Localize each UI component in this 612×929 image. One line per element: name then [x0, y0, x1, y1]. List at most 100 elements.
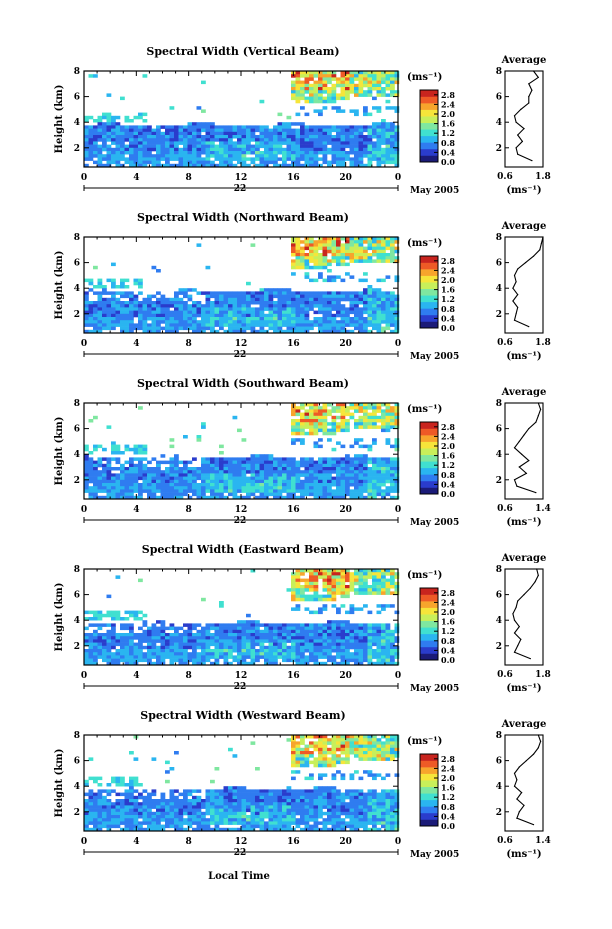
y-tick-label: 6	[74, 757, 80, 767]
average-panel: Average 2 4 6 8 0.6 1.4 (ms⁻¹)	[496, 387, 551, 528]
y-axis-label: Height (km)	[54, 417, 65, 486]
x-tick-label: 12	[235, 339, 248, 349]
colorbar-tick-label: 0.0	[441, 821, 455, 831]
colorbar-unit: (ms⁻¹)	[407, 736, 442, 747]
average-point	[532, 753, 535, 755]
average-point	[524, 262, 527, 264]
panel-4: Spectral Width (Eastward Beam)0 4 8 12 16 20 0…	[54, 543, 551, 694]
colorbar-swatch	[420, 780, 438, 788]
colorbar-tick-label: 1.6	[441, 783, 455, 793]
average-point	[513, 479, 516, 481]
colorbar-tick-label: 0.4	[441, 811, 455, 821]
average-frame	[504, 70, 544, 168]
y-tick-label: 2	[74, 642, 80, 652]
average-point	[540, 740, 542, 743]
average-point	[535, 421, 537, 423]
colorbar-swatch	[420, 487, 438, 495]
x-tick-label: 20	[339, 837, 352, 847]
colorbar-swatch	[420, 467, 438, 475]
date-label: May 2005	[410, 186, 459, 196]
colorbar-swatch	[420, 295, 438, 303]
panel-title: Spectral Width (Eastward Beam)	[142, 543, 344, 556]
average-point	[521, 140, 524, 142]
colorbar-swatch	[420, 262, 438, 270]
date-label: May 2005	[410, 684, 459, 694]
average-y-tick-label: 6	[496, 757, 502, 767]
average-point	[513, 619, 516, 621]
x-tick-label: 0	[81, 671, 87, 681]
average-y-tick-label: 8	[496, 731, 502, 741]
average-point	[518, 766, 520, 768]
average-x-tick-label: 1.4	[535, 836, 551, 846]
average-point	[517, 294, 519, 296]
colorbar-tick-label: 2.4	[441, 99, 455, 109]
colorbar-swatch	[420, 441, 438, 449]
average-point	[532, 70, 535, 72]
colorbar-tick-label: 1.2	[441, 294, 455, 304]
average-point	[521, 792, 523, 794]
colorbar-swatch	[420, 474, 438, 482]
average-x-tick-label: 0.6	[497, 836, 513, 846]
colorbar-frame	[419, 587, 439, 661]
colorbar-swatch	[420, 142, 438, 150]
average-point	[513, 115, 516, 117]
average-point	[542, 236, 544, 238]
average-point	[518, 626, 520, 628]
average-y-tick-label: 6	[496, 259, 502, 269]
x-tick-label: 0	[81, 339, 87, 349]
colorbar-tick-label: 1.2	[441, 460, 455, 470]
average-y-tick-label: 2	[496, 476, 502, 486]
average-x-label: (ms⁻¹)	[506, 849, 541, 860]
average-point	[515, 121, 517, 123]
colorbar-tick-label: 2.4	[441, 265, 455, 275]
colorbar-swatch	[420, 122, 438, 130]
y-tick-label: 6	[74, 425, 80, 435]
heatmap-field	[84, 237, 400, 334]
y-tick-label: 2	[74, 808, 80, 818]
average-point	[517, 134, 519, 136]
colorbar-swatch	[420, 793, 438, 801]
colorbar-tick-label: 2.0	[441, 773, 455, 783]
heatmap-field	[84, 71, 400, 168]
colorbar-unit: (ms⁻¹)	[407, 238, 442, 249]
colorbar-tick-label: 1.6	[441, 119, 455, 129]
panel-3: Spectral Width (Southward Beam)0 4 8 12 16 20…	[54, 377, 551, 528]
colorbar-tick-label: 0.0	[441, 323, 455, 333]
x-tick-label: 4	[133, 339, 139, 349]
average-point	[518, 811, 520, 813]
panel-title: Spectral Width (Northward Beam)	[137, 211, 349, 224]
colorbar-tick-label: 0.4	[441, 645, 455, 655]
colorbar-swatch	[420, 819, 438, 827]
average-point	[532, 824, 535, 826]
average-y-tick-label: 6	[496, 425, 502, 435]
x-tick-label: 0	[395, 671, 401, 681]
average-point	[523, 804, 525, 807]
average-point	[531, 160, 533, 162]
colorbar-tick-label: 0.0	[441, 157, 455, 167]
y-tick-label: 6	[74, 591, 80, 601]
colorbar-swatch	[420, 480, 438, 488]
average-point	[513, 772, 516, 775]
colorbar-swatch	[420, 633, 438, 641]
colorbar-swatch	[420, 653, 438, 661]
colorbar-tick-label: 0.4	[441, 147, 455, 157]
average-point	[537, 734, 539, 736]
average-point	[523, 434, 525, 436]
y-tick-label: 6	[74, 259, 80, 269]
colorbar-swatch	[420, 588, 438, 595]
colorbar-swatch	[420, 640, 438, 648]
average-point	[535, 492, 537, 494]
average-panel: Average 2 4 6 8 0.6 1.8 (ms⁻¹)	[496, 55, 551, 196]
panel-1: Spectral Width (Vertical Beam)0 4 8 12 16 20 0…	[54, 45, 551, 196]
panel-5: Spectral Width (Westward Beam)0 4 8 12 16 20 0…	[54, 709, 551, 860]
colorbar-tick-label: 0.4	[441, 313, 455, 323]
panel-title: Spectral Width (Westward Beam)	[140, 709, 345, 722]
average-x-tick-label: 1.8	[535, 338, 551, 348]
average-profile-line	[513, 734, 542, 826]
x-tick-label: 8	[186, 173, 192, 183]
y-tick-label: 6	[74, 93, 80, 103]
average-x-tick-label: 1.8	[535, 172, 551, 182]
x-tick-label: 16	[287, 339, 300, 349]
average-point	[516, 798, 518, 800]
average-point	[513, 319, 516, 321]
